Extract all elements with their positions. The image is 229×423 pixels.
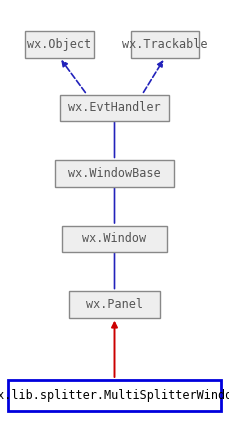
Text: wx.Panel: wx.Panel	[86, 298, 143, 311]
Text: wx.WindowBase: wx.WindowBase	[68, 167, 161, 180]
FancyBboxPatch shape	[62, 226, 167, 252]
FancyBboxPatch shape	[60, 95, 169, 121]
FancyBboxPatch shape	[131, 31, 199, 58]
FancyBboxPatch shape	[55, 160, 174, 187]
FancyBboxPatch shape	[69, 291, 160, 318]
Text: wx.Trackable: wx.Trackable	[122, 38, 208, 51]
Text: wx.Window: wx.Window	[82, 233, 147, 245]
Text: wx.EvtHandler: wx.EvtHandler	[68, 102, 161, 114]
Text: wx.lib.splitter.MultiSplitterWindow: wx.lib.splitter.MultiSplitterWindow	[0, 389, 229, 402]
Text: wx.Object: wx.Object	[27, 38, 92, 51]
FancyBboxPatch shape	[25, 31, 94, 58]
FancyBboxPatch shape	[8, 380, 221, 411]
